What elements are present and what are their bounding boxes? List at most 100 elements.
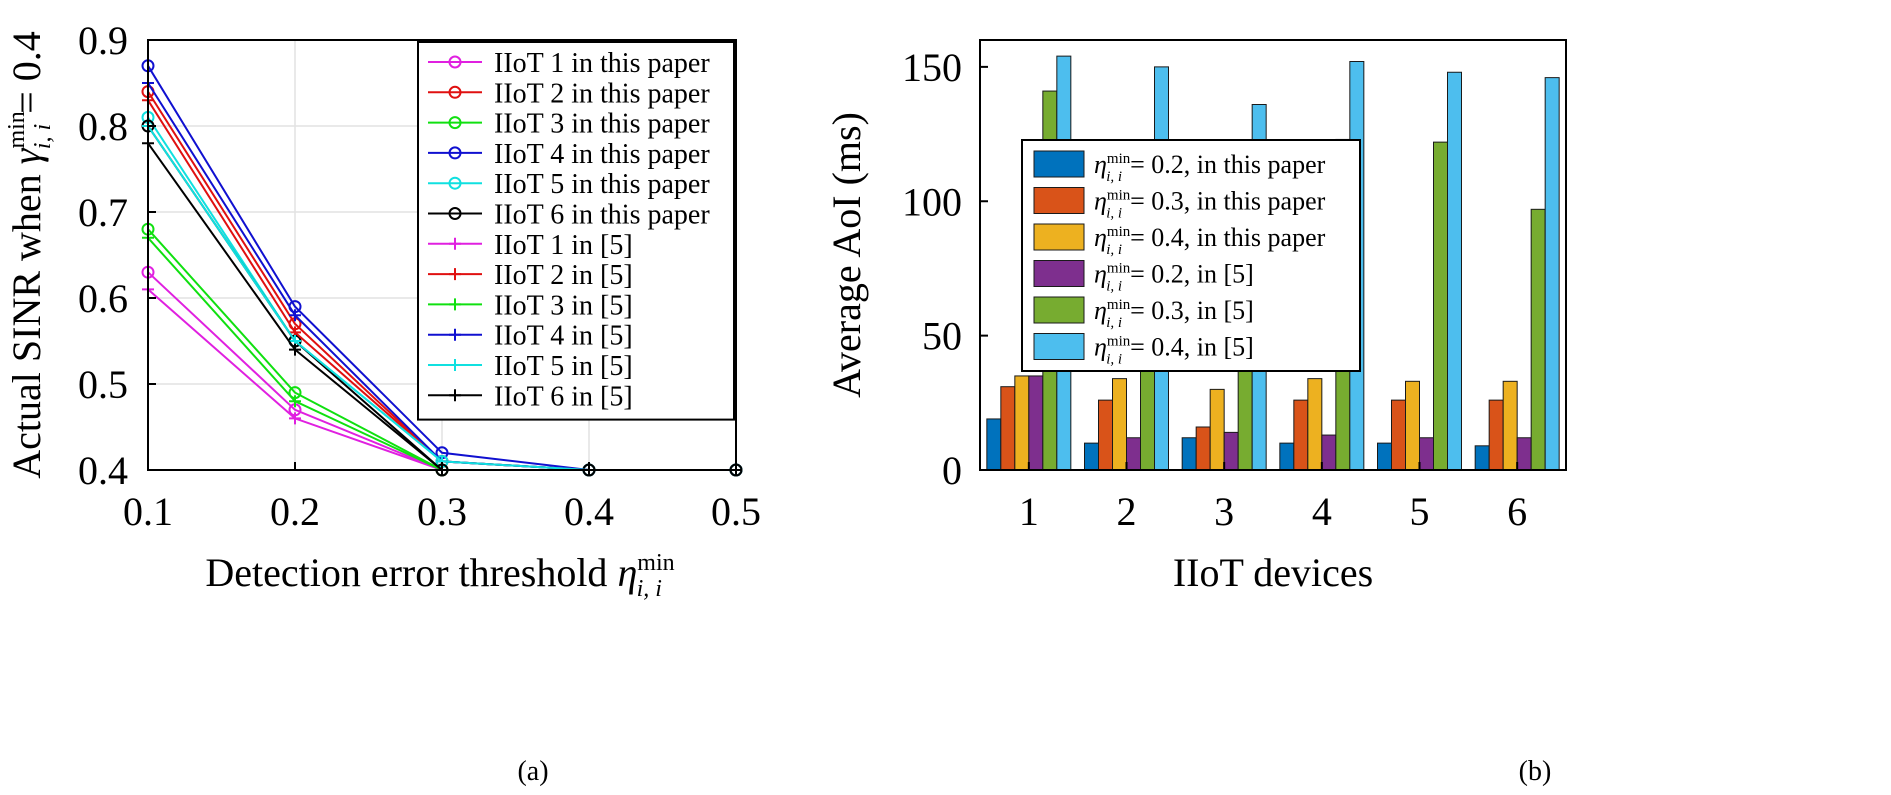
y-tick-label: 0.9	[78, 18, 128, 63]
legend-label: IIoT 4 in this paper	[494, 139, 710, 170]
x-tick-label: 1	[1019, 489, 1039, 534]
y-tick-label: 0	[942, 448, 962, 493]
x-axis-label: Detection error threshold ηmin i, i	[205, 550, 674, 602]
legend-label: IIoT 5 in [5]	[494, 351, 633, 382]
legend-marker	[448, 55, 462, 69]
x-tick-label: 0.2	[270, 489, 320, 534]
legend-label: ηmin i, i = 0.3, in this paper	[1094, 187, 1326, 222]
x-tick-label: 2	[1117, 489, 1137, 534]
y-tick-label: 0.8	[78, 104, 128, 149]
legend-label: IIoT 3 in this paper	[494, 109, 710, 140]
legend-label: ηmin i, i = 0.4, in [5]	[1094, 333, 1254, 368]
legend-marker	[448, 176, 462, 190]
x-tick-label: 0.3	[417, 489, 467, 534]
legend-item: ηmin i, i = 0.2, in this paper	[1033, 150, 1326, 185]
bar	[1321, 434, 1337, 471]
legend-marker	[449, 237, 461, 250]
bar	[1084, 442, 1099, 471]
bar	[1391, 399, 1406, 471]
legend-label: IIoT 2 in this paper	[494, 78, 710, 109]
bar	[1000, 386, 1016, 471]
x-axis-label: IIoT devices	[1173, 550, 1373, 595]
x-tick-label: 3	[1214, 489, 1234, 534]
legend-item: IIoT 3 in this paper	[428, 109, 710, 140]
legend-label: IIoT 4 in [5]	[494, 321, 633, 352]
legend-item: IIoT 2 in this paper	[428, 78, 710, 109]
legend-marker	[448, 85, 462, 99]
data-point	[289, 343, 301, 356]
bar	[1433, 141, 1448, 471]
bar	[1098, 399, 1113, 471]
legend-marker	[449, 389, 461, 402]
bar	[1502, 380, 1518, 471]
panel-b-bar-chart: 1 2 3 4 5 6 0 50 100 150 IIoT devices Average AoI (…	[824, 39, 1567, 595]
legend-item: ηmin i, i = 0.3, in [5]	[1033, 296, 1254, 331]
y-axis-label: Actual SINR when γmini, i = 0.4	[4, 31, 56, 478]
panel-a-line-chart: 0.1 0.2 0.3 0.4 0.5 0.4 0.5 0.6 0.7 0.8 0.9 Detecti…	[4, 18, 761, 602]
bar	[1405, 380, 1420, 471]
legend-item: IIoT 6 in [5]	[428, 381, 633, 412]
bar	[1223, 431, 1239, 471]
legend-label: IIoT 2 in [5]	[494, 260, 633, 291]
x-tick-label: 6	[1507, 489, 1527, 534]
bar	[1014, 375, 1030, 471]
bar	[1181, 437, 1197, 471]
bar	[1530, 208, 1546, 471]
legend-item: IIoT 3 in [5]	[428, 290, 633, 321]
bar	[1195, 426, 1211, 471]
data-point	[289, 395, 301, 408]
legend-label: IIoT 6 in this paper	[494, 200, 710, 231]
y-tick-label: 0.6	[78, 276, 128, 321]
bar	[1377, 442, 1392, 471]
legend-label: IIoT 6 in [5]	[494, 381, 633, 412]
y-tick-label: 150	[902, 45, 962, 90]
legend-swatch	[1033, 333, 1085, 360]
legend-box	[417, 41, 735, 421]
legend-label: ηmin i, i = 0.2, in [5]	[1094, 260, 1254, 295]
x-tick-label: 0.4	[564, 489, 614, 534]
legend-item: IIoT 5 in [5]	[428, 351, 633, 382]
data-point	[289, 412, 301, 425]
y-tick-label: 100	[902, 179, 962, 224]
y-tick-label: 0.5	[78, 362, 128, 407]
legend-swatch	[1033, 296, 1085, 324]
legend-marker	[448, 146, 462, 160]
data-point	[289, 309, 301, 322]
bar	[1447, 71, 1462, 471]
bar	[1209, 388, 1225, 471]
legend-item: IIoT 1 in this paper	[428, 48, 710, 79]
y-tick-label: 0.4	[78, 448, 128, 493]
legend-item: IIoT 5 in this paper	[428, 169, 710, 200]
legend-item: IIoT 1 in [5]	[428, 230, 633, 261]
legend-item: IIoT 4 in this paper	[428, 139, 710, 170]
bar	[1307, 378, 1323, 471]
legend-item: ηmin i, i = 0.4, in [5]	[1033, 333, 1254, 368]
bar	[1279, 442, 1295, 471]
caption-a: (a)	[517, 756, 548, 787]
x-tick-label: 0.1	[123, 489, 173, 534]
bar	[1028, 375, 1044, 471]
x-tick-label: 5	[1410, 489, 1430, 534]
bar	[1544, 77, 1560, 471]
bar	[1293, 399, 1309, 471]
legend-label: IIoT 5 in this paper	[494, 169, 710, 200]
legend-item: ηmin i, i = 0.4, in this paper	[1033, 223, 1326, 258]
bar	[986, 418, 1002, 471]
x-tick-label: 4	[1312, 489, 1332, 534]
legend-item: IIoT 4 in [5]	[428, 321, 633, 352]
legend-marker	[449, 359, 461, 371]
legend-marker	[448, 207, 462, 220]
bar	[1516, 437, 1532, 471]
x-tick-label: 0.5	[711, 489, 761, 534]
legend-label: IIoT 3 in [5]	[494, 290, 633, 321]
legend-item: ηmin i, i = 0.2, in [5]	[1033, 260, 1254, 295]
legend-box	[1021, 139, 1361, 372]
legend-label: ηmin i, i = 0.3, in [5]	[1094, 296, 1254, 331]
legend-label: ηmin i, i = 0.4, in this paper	[1094, 223, 1326, 258]
legend-item: IIoT 6 in this paper	[428, 200, 710, 231]
legend-label: IIoT 1 in [5]	[494, 230, 633, 261]
legend-marker	[449, 298, 461, 311]
y-axis-label: Average AoI (ms)	[824, 112, 869, 398]
